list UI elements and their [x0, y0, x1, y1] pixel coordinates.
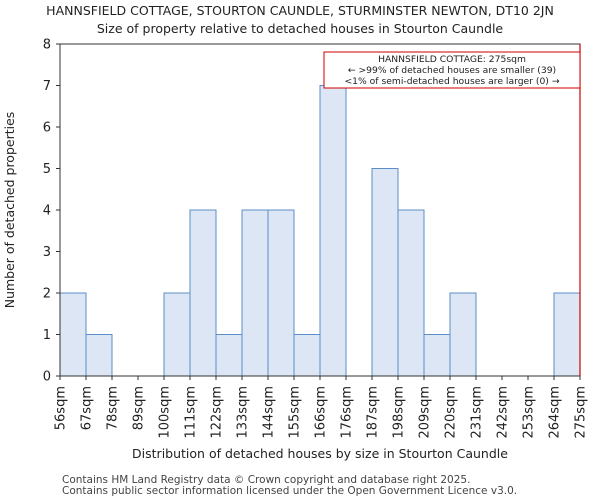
x-tick-label: 133sqm [236, 386, 251, 439]
annotation-title: HANNSFIELD COTTAGE: 275sqm [378, 54, 526, 65]
footer-licence: Contains public sector information licen… [62, 485, 518, 497]
annotation-larger: <1% of semi-detached houses are larger (… [344, 76, 559, 87]
y-tick-label: 1 [43, 328, 51, 343]
x-tick-label: 155sqm [288, 386, 303, 439]
bar-198sqm [397, 209, 425, 377]
x-tick-label: 187sqm [366, 386, 381, 439]
x-tick-label: 122sqm [210, 386, 225, 439]
y-tick-label: 0 [43, 370, 51, 385]
y-tick-label: 7 [43, 79, 51, 94]
x-tick-label: 264sqm [548, 386, 563, 439]
bar-133sqm [241, 209, 269, 377]
y-tick-label: 8 [43, 38, 51, 53]
chart-subtitle: Size of property relative to detached ho… [96, 21, 504, 36]
bar-67sqm [85, 334, 113, 377]
bar-166sqm [319, 85, 347, 377]
x-tick-label: 56sqm [54, 386, 69, 430]
x-tick-label: 144sqm [262, 386, 277, 439]
bar-220sqm [449, 292, 477, 377]
annotation-smaller: ← >99% of detached houses are smaller (3… [348, 65, 556, 76]
y-tick-label: 4 [43, 204, 51, 219]
x-tick-label: 166sqm [314, 386, 329, 439]
y-tick-label: 5 [43, 162, 51, 177]
x-tick-label: 275sqm [574, 386, 589, 439]
chart-title: HANNSFIELD COTTAGE, STOURTON CAUNDLE, ST… [46, 3, 554, 18]
x-tick-label: 242sqm [496, 386, 511, 439]
x-axis-label: Distribution of detached houses by size … [132, 446, 508, 461]
bar-122sqm [215, 334, 243, 377]
x-tick-label: 100sqm [158, 386, 173, 439]
x-tick-label: 89sqm [132, 386, 147, 430]
x-tick-label: 67sqm [80, 386, 95, 430]
x-tick-label: 198sqm [392, 386, 407, 439]
x-tick-label: 78sqm [106, 386, 121, 430]
y-tick-label: 6 [43, 121, 51, 136]
bars-group [59, 85, 581, 377]
bar-187sqm [371, 168, 399, 377]
y-tick-label: 3 [43, 245, 51, 260]
x-axis: 56sqm 67sqm 78sqm 89sqm 100sqm 111sqm 122sqm 13… [54, 376, 589, 439]
bar-264sqm [553, 292, 581, 377]
y-tick-label: 2 [43, 287, 51, 302]
x-tick-label: 231sqm [470, 386, 485, 439]
bar-100sqm [163, 292, 191, 377]
bar-56sqm [59, 292, 87, 377]
x-tick-label: 176sqm [340, 386, 355, 439]
y-axis: 0 1 2 3 4 5 6 7 8 [43, 38, 60, 385]
x-tick-label: 209sqm [418, 386, 433, 439]
bar-111sqm [189, 209, 217, 377]
y-axis-label: Number of detached properties [2, 112, 17, 309]
annotation-box [323, 51, 581, 89]
bar-155sqm [293, 334, 321, 377]
footer-copyright: Contains HM Land Registry data © Crown c… [62, 474, 471, 486]
x-tick-label: 253sqm [522, 386, 537, 439]
x-tick-label: 111sqm [184, 386, 199, 439]
bar-144sqm [267, 209, 295, 377]
bar-209sqm [423, 334, 451, 377]
x-tick-label: 220sqm [444, 386, 459, 439]
